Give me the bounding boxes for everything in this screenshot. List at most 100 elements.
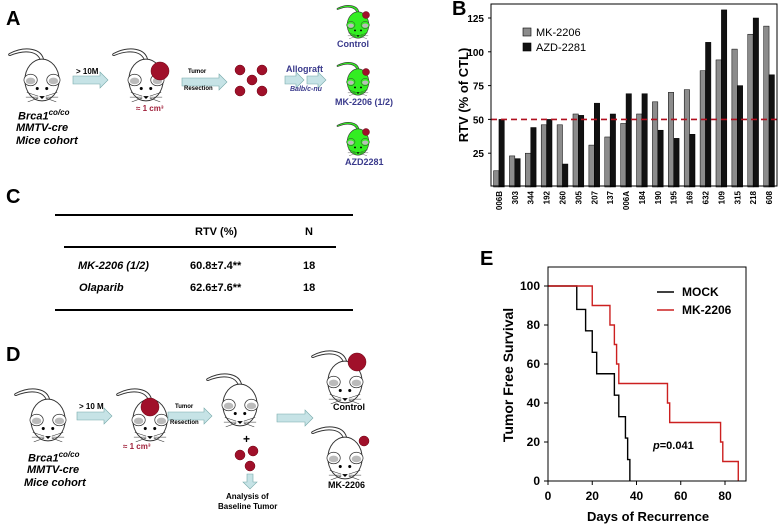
a-arrow2-top: Tumor xyxy=(188,69,207,75)
a-tumor-fragment-icon xyxy=(256,85,268,97)
legend-swatch-azd2281 xyxy=(522,42,532,52)
bar-azd2281 xyxy=(498,119,505,188)
bar-mk2206 xyxy=(540,124,547,188)
bar-azd2281 xyxy=(594,102,600,188)
b-xtick-label: 315 xyxy=(733,190,742,204)
a-tumor-fragment-icon xyxy=(256,64,268,76)
table-top-rule xyxy=(55,214,353,216)
table-header-rule xyxy=(64,246,336,248)
d-analysis-line2: Baseline Tumor xyxy=(218,502,278,511)
a-tumor-icon xyxy=(150,61,170,81)
a-tumor-fragment-icon xyxy=(246,74,258,86)
e-ytick-label: 60 xyxy=(527,357,541,371)
table-cell-rtv: 62.6±7.6** xyxy=(190,282,242,294)
d-group-control: Control xyxy=(333,402,365,412)
a-group-mk2206: MK-2206 (1/2) xyxy=(335,97,394,107)
a-cohort-line3: Mice cohort xyxy=(16,135,78,147)
b-xtick-label: 207 xyxy=(590,190,599,204)
a-cohort-mouse-icon xyxy=(8,48,61,103)
e-xlabel: Days of Recurrence xyxy=(587,509,709,524)
b-xtick-label: 632 xyxy=(702,190,711,204)
b-xtick-label: 344 xyxy=(527,190,536,204)
d-arrow-icon xyxy=(76,407,113,425)
legend-label-mk2206: MK-2206 xyxy=(536,27,581,39)
b-xtick-label: 169 xyxy=(686,190,695,204)
survival-line-mock xyxy=(548,285,631,481)
e-xtick-label: 60 xyxy=(674,489,688,503)
e-xtick-label: 80 xyxy=(718,489,732,503)
bar-azd2281 xyxy=(514,158,521,188)
bar-mk2206 xyxy=(747,33,754,188)
panel-label-c: C xyxy=(6,186,21,208)
b-xtick-label: 190 xyxy=(654,190,663,204)
a-tumor-fragment-icon xyxy=(234,85,246,97)
bar-azd2281 xyxy=(737,85,743,188)
d-cohort-mouse-icon xyxy=(14,388,67,443)
d-baseline-tumor-icon xyxy=(234,449,246,461)
a-host: Balb/c-nu xyxy=(290,86,322,93)
table-cell-n: 18 xyxy=(303,260,316,272)
bar-azd2281 xyxy=(641,93,648,188)
legend-label-mk2206-e: MK-2206 xyxy=(682,303,732,317)
p-value-annotation: p=0.041 xyxy=(652,440,694,452)
e-xtick-label: 20 xyxy=(586,489,600,503)
e-xtick-label: 40 xyxy=(630,489,644,503)
d-baseline-tumor-icon xyxy=(247,445,259,457)
d-down-arrow-icon xyxy=(242,473,258,490)
bar-azd2281 xyxy=(578,115,585,188)
bar-mk2206 xyxy=(620,123,627,188)
d-arrow3-icon xyxy=(276,409,314,427)
b-plot-frame xyxy=(490,3,778,187)
bar-mk2206 xyxy=(715,59,722,188)
a-tumor-fragment-icon xyxy=(234,64,246,76)
a-nude-mouse-icon xyxy=(336,5,370,39)
bar-mk2206 xyxy=(668,92,674,188)
bar-mk2206 xyxy=(588,144,595,188)
b-ytick-label: 100 xyxy=(467,48,484,59)
bar-azd2281 xyxy=(705,42,712,188)
e-ytick-label: 40 xyxy=(527,396,541,410)
rtv-bar-chart: RTV (% of CTL) 25 50 75 100 125 006B 303 344 19… xyxy=(456,3,778,210)
b-ytick-label: 125 xyxy=(467,14,484,25)
b-xtick-label: 195 xyxy=(670,190,679,204)
bar-mk2206 xyxy=(556,124,563,188)
e-ytick-label: 0 xyxy=(533,474,540,488)
e-plot-frame xyxy=(547,266,747,482)
legend-label-azd2281: AZD-2281 xyxy=(536,42,586,54)
b-xtick-label: 109 xyxy=(717,190,726,204)
b-xtick-label: 305 xyxy=(574,190,583,204)
d-cohort-line2: MMTV-cre xyxy=(27,464,80,476)
legend-label-mock: MOCK xyxy=(682,285,719,299)
e-ytick-label: 20 xyxy=(527,435,541,449)
d-arrow2-bottom: Resection xyxy=(170,420,199,426)
bar-mk2206 xyxy=(525,152,531,188)
b-xtick-label: 303 xyxy=(511,190,520,204)
bar-mk2206 xyxy=(493,170,500,188)
bar-mk2206 xyxy=(683,89,690,188)
b-xtick-label: 006B xyxy=(495,191,504,210)
a-nude-mouse-icon xyxy=(336,62,370,96)
table-cell-n: 18 xyxy=(303,282,316,294)
e-ytick-label: 80 xyxy=(527,318,541,332)
d-resected-mouse-icon xyxy=(206,373,259,428)
d-tumor-icon xyxy=(140,397,160,417)
b-xtick-label: 137 xyxy=(606,190,615,204)
a-resection-arrow-icon xyxy=(181,73,228,91)
a-allograft: Allograft xyxy=(286,64,323,74)
table-bottom-rule xyxy=(55,309,353,311)
d-arrow2-top: Tumor xyxy=(175,404,194,410)
d-control-tumor-icon xyxy=(347,352,367,372)
b-xtick-label: 260 xyxy=(559,190,568,204)
table-cell-drug: Olaparib xyxy=(79,282,124,294)
bar-azd2281 xyxy=(752,17,759,188)
bar-mk2206 xyxy=(699,70,706,188)
b-xtick-label: 192 xyxy=(543,190,552,204)
e-ylabel: Tumor Free Survival xyxy=(500,308,516,442)
bar-mk2206 xyxy=(636,113,643,188)
d-control-mouse-icon xyxy=(311,350,364,405)
a-cohort-gene: Brca1co/co xyxy=(18,108,70,123)
table-header-n: N xyxy=(305,226,313,238)
d-tumor-mouse-icon xyxy=(116,388,169,443)
bar-mk2206 xyxy=(604,136,611,188)
table-cell-drug: MK-2206 (1/2) xyxy=(78,260,149,272)
